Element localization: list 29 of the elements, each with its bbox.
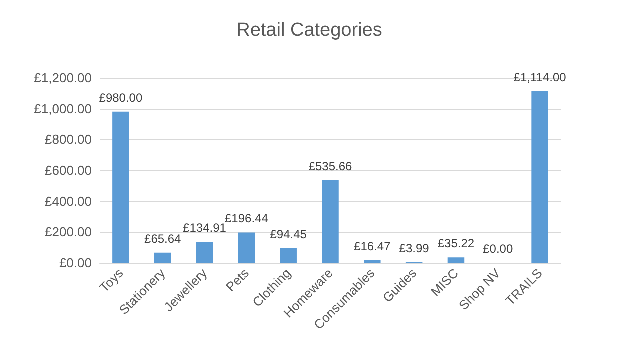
y-tick-label: £800.00 xyxy=(45,132,92,148)
bar xyxy=(238,232,256,263)
bar xyxy=(532,91,548,263)
data-label: £3.99 xyxy=(399,241,430,256)
data-label: £65.64 xyxy=(144,232,182,246)
y-tick-label: £400.00 xyxy=(45,194,92,209)
y-tick-label: £1,000.00 xyxy=(34,101,92,116)
data-label: £35.22 xyxy=(438,236,475,251)
data-label: £1,114.00 xyxy=(514,70,567,84)
bar xyxy=(154,252,172,263)
data-label: £980.00 xyxy=(99,90,143,105)
chart-title: Retail Categories xyxy=(236,20,382,41)
bar xyxy=(196,242,214,263)
bar xyxy=(448,258,465,263)
data-label: £535.66 xyxy=(308,159,353,174)
bar xyxy=(280,248,297,263)
y-tick-label: £1,200.00 xyxy=(34,70,92,86)
bar xyxy=(322,180,339,263)
data-label: £16.47 xyxy=(354,239,392,254)
data-label: £94.45 xyxy=(270,227,308,242)
data-label: £196.44 xyxy=(224,212,269,226)
x-tick-label: Pets xyxy=(223,265,252,295)
y-tick-label: £0.00 xyxy=(59,256,92,270)
y-tick-label: £200.00 xyxy=(45,224,92,240)
bar xyxy=(364,260,381,263)
bar xyxy=(112,112,130,263)
data-label: £0.00 xyxy=(483,242,514,256)
data-label: £134.91 xyxy=(183,221,227,236)
y-tick-label: £600.00 xyxy=(45,163,92,178)
